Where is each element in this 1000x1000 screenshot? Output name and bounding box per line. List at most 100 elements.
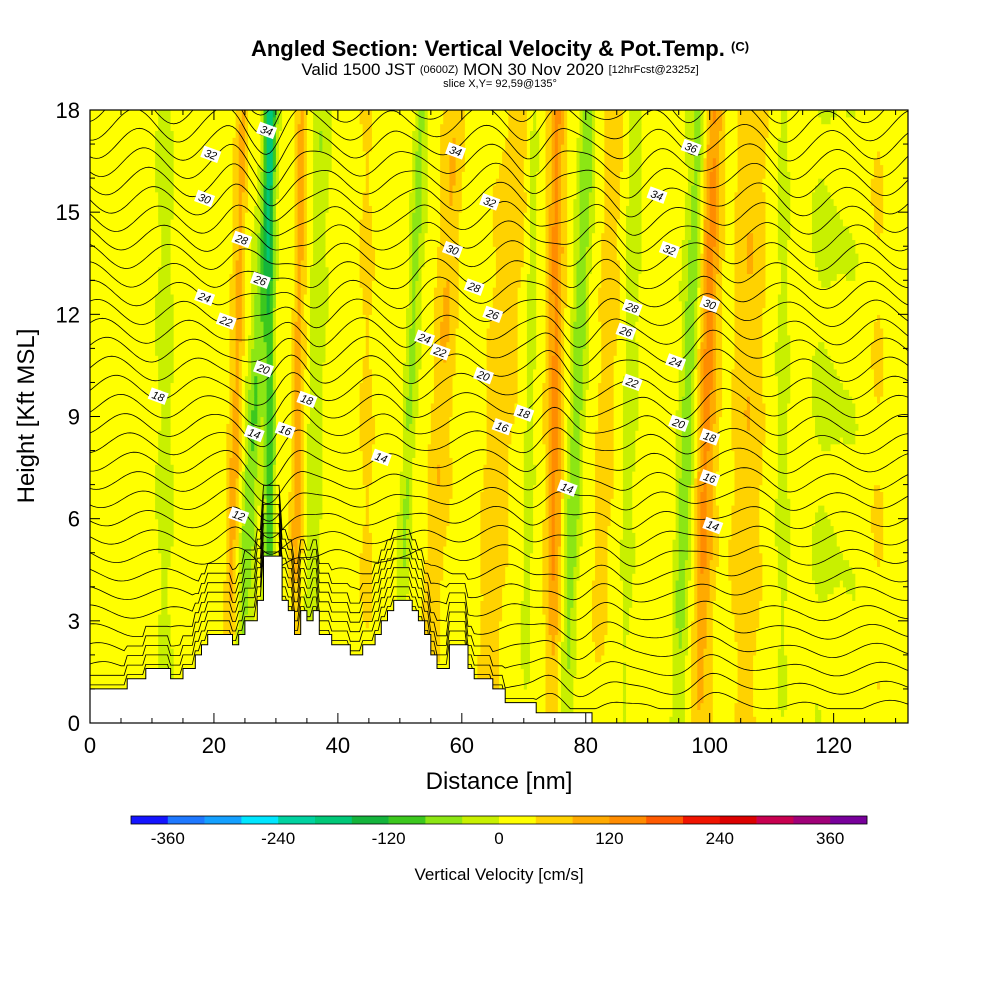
heat-cell (777, 184, 791, 193)
heat-cell (883, 389, 908, 397)
heat-cell (811, 532, 838, 540)
heat-cell (780, 627, 785, 636)
heat-cell (526, 362, 537, 370)
heat-cell (694, 443, 698, 452)
heat-cell (567, 661, 571, 670)
heat-cell (697, 688, 705, 697)
heat-cell (548, 539, 553, 547)
heat-cell (275, 300, 296, 309)
heat-cell (619, 273, 627, 281)
heat-cell (449, 157, 457, 166)
heat-cell (579, 409, 587, 418)
heat-cell (297, 171, 305, 179)
heat-cell (734, 300, 767, 309)
heat-cell (560, 293, 568, 302)
heat-cell (275, 287, 296, 295)
heat-cell (266, 246, 271, 254)
heat-cell (570, 607, 578, 615)
heat-cell (266, 375, 274, 384)
heat-cell (697, 484, 705, 493)
heat-cell (697, 545, 701, 554)
heat-cell (449, 280, 460, 288)
heat-cell (402, 443, 416, 452)
heat-cell (759, 484, 779, 493)
heat-cell (616, 246, 627, 254)
heat-cell (254, 443, 258, 452)
heat-cell (303, 157, 308, 166)
heat-cell (582, 450, 596, 458)
heat-cell (443, 545, 482, 554)
heat-cell (551, 157, 556, 166)
heat-cell (731, 368, 763, 377)
heat-cell (703, 402, 711, 411)
heat-cell (718, 464, 736, 472)
heat-cell (529, 648, 547, 656)
heat-cell (90, 518, 159, 527)
heat-cell (784, 600, 908, 608)
heat-cell (622, 402, 640, 411)
heat-cell (604, 150, 624, 159)
heat-cell (545, 682, 559, 690)
heat-cell (288, 511, 296, 520)
heat-cell (753, 654, 779, 663)
heat-cell (573, 402, 584, 411)
heat-cell (269, 198, 274, 206)
heat-cell (694, 464, 698, 472)
heat-cell (412, 293, 416, 302)
heat-cell (542, 593, 550, 601)
heat-cell (241, 525, 255, 533)
heat-cell (291, 436, 296, 445)
heat-cell (371, 586, 398, 595)
heat-cell (855, 409, 908, 418)
heat-cell (362, 525, 370, 533)
heat-cell (303, 518, 308, 527)
heat-cell (90, 321, 156, 329)
heat-cell (480, 525, 509, 533)
heat-cell (303, 511, 308, 520)
heat-cell (275, 293, 296, 302)
heat-cell (235, 314, 243, 322)
heat-cell (402, 416, 407, 424)
heat-cell (694, 511, 698, 520)
heat-cell (585, 423, 599, 431)
heat-cell (762, 334, 779, 343)
heat-cell (777, 443, 788, 452)
heat-cell (545, 620, 550, 629)
heat-cell (257, 545, 262, 554)
heat-cell (765, 423, 779, 431)
heat-cell (675, 579, 686, 588)
heat-cell (595, 470, 615, 479)
heat-cell (688, 259, 698, 268)
heat-cell (688, 593, 695, 601)
heat-cell (409, 355, 416, 363)
heat-cell (272, 355, 277, 363)
heat-cell (263, 157, 268, 166)
heat-cell (694, 593, 698, 601)
heat-cell (675, 532, 680, 540)
heat-cell (567, 457, 571, 465)
heat-cell (691, 416, 695, 424)
heat-cell (235, 491, 240, 499)
heat-cell (579, 545, 596, 554)
heat-cell (418, 396, 435, 404)
heat-cell (598, 402, 615, 411)
heat-cell (412, 484, 429, 493)
heat-cell (681, 246, 689, 254)
heat-cell (548, 586, 559, 595)
heat-cell (303, 484, 308, 493)
heat-cell (734, 498, 760, 506)
heat-cell (557, 430, 562, 438)
heat-cell (232, 559, 237, 567)
heat-cell (371, 409, 404, 418)
heat-cell (684, 382, 692, 390)
heat-cell (579, 573, 596, 581)
heat-cell (629, 164, 643, 172)
heat-cell (272, 191, 277, 200)
heat-cell (371, 607, 398, 615)
heat-cell (412, 157, 416, 166)
heat-cell (294, 505, 302, 513)
heat-cell (526, 273, 537, 281)
heat-cell (523, 246, 531, 254)
heat-cell (585, 259, 593, 268)
heat-cell (641, 239, 683, 247)
